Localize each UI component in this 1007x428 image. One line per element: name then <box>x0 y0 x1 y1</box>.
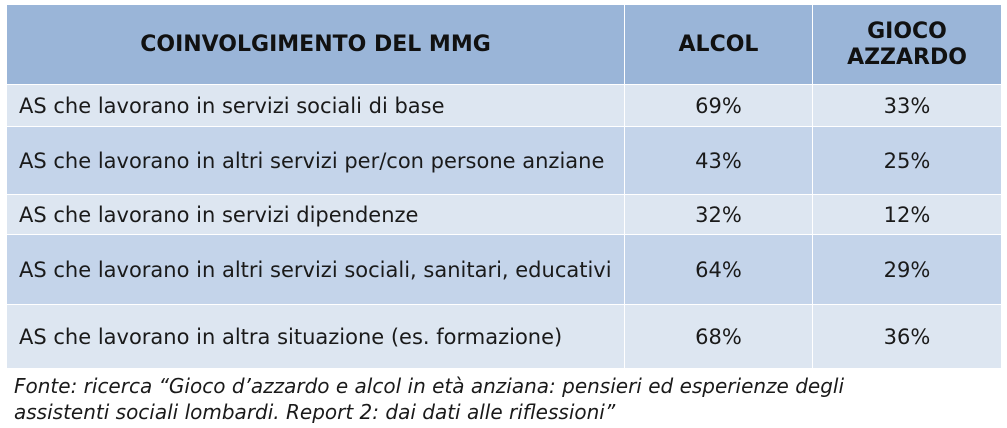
row-label: AS che lavorano in altri servizi per/con… <box>6 126 625 195</box>
alcol-value: 64% <box>624 234 813 305</box>
header-row: COINVOLGIMENTO DEL MMG ALCOL GIOCO AZZAR… <box>6 4 1002 85</box>
document-content: COINVOLGIMENTO DEL MMG ALCOL GIOCO AZZAR… <box>6 4 1002 425</box>
table-row: AS che lavorano in altra situazione (es.… <box>6 304 1002 369</box>
alcol-value: 69% <box>624 84 813 127</box>
data-table: COINVOLGIMENTO DEL MMG ALCOL GIOCO AZZAR… <box>6 4 1002 369</box>
table-row: AS che lavorano in servizi sociali di ba… <box>6 84 1002 127</box>
alcol-value: 68% <box>624 304 813 369</box>
alcol-value: 32% <box>624 194 813 235</box>
row-label: AS che lavorano in servizi sociali di ba… <box>6 84 625 127</box>
table-row: AS che lavorano in servizi dipendenze 32… <box>6 194 1002 235</box>
header-alcol: ALCOL <box>624 4 813 85</box>
header-gioco-azzardo: GIOCO AZZARDO <box>812 4 1002 85</box>
header-coinvolgimento: COINVOLGIMENTO DEL MMG <box>6 4 625 85</box>
table-row: AS che lavorano in altri servizi sociali… <box>6 234 1002 305</box>
gioco-value: 36% <box>812 304 1002 369</box>
alcol-value: 43% <box>624 126 813 195</box>
table-body: AS che lavorano in servizi sociali di ba… <box>6 84 1002 369</box>
row-label: AS che lavorano in altra situazione (es.… <box>6 304 625 369</box>
gioco-value: 29% <box>812 234 1002 305</box>
source-note: Fonte: ricerca “Gioco d’azzardo e alcol … <box>14 374 845 424</box>
gioco-value: 33% <box>812 84 1002 127</box>
gioco-value: 25% <box>812 126 1002 195</box>
row-label: AS che lavorano in servizi dipendenze <box>6 194 625 235</box>
table-row: AS che lavorano in altri servizi per/con… <box>6 126 1002 195</box>
gioco-value: 12% <box>812 194 1002 235</box>
table-header: COINVOLGIMENTO DEL MMG ALCOL GIOCO AZZAR… <box>6 4 1002 85</box>
row-label: AS che lavorano in altri servizi sociali… <box>6 234 625 305</box>
